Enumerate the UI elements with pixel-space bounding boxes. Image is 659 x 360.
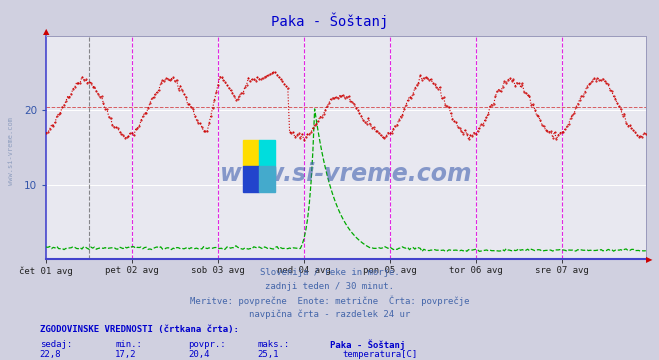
Bar bbox=[243, 140, 259, 166]
Text: ▶: ▶ bbox=[646, 255, 652, 264]
Text: ZGODOVINSKE VREDNOSTI (črtkana črta):: ZGODOVINSKE VREDNOSTI (črtkana črta): bbox=[40, 325, 239, 334]
Bar bbox=[243, 166, 259, 192]
Text: Slovenija / reke in morje.: Slovenija / reke in morje. bbox=[260, 268, 399, 277]
Text: sedaj:: sedaj: bbox=[40, 340, 72, 349]
Text: 22,8: 22,8 bbox=[40, 350, 61, 359]
Text: ▲: ▲ bbox=[43, 27, 49, 36]
Text: 25,1: 25,1 bbox=[257, 350, 279, 359]
Text: temperatura[C]: temperatura[C] bbox=[343, 350, 418, 359]
Text: Meritve: povprečne  Enote: metrične  Črta: povprečje: Meritve: povprečne Enote: metrične Črta:… bbox=[190, 296, 469, 306]
Text: www.si-vreme.com: www.si-vreme.com bbox=[8, 117, 14, 185]
Text: Paka - Šoštanj: Paka - Šoštanj bbox=[330, 340, 405, 350]
Text: www.si-vreme.com: www.si-vreme.com bbox=[219, 162, 473, 186]
Bar bbox=[259, 166, 275, 192]
Text: zadnji teden / 30 minut.: zadnji teden / 30 minut. bbox=[265, 282, 394, 291]
Text: povpr.:: povpr.: bbox=[188, 340, 225, 349]
Text: 20,4: 20,4 bbox=[188, 350, 210, 359]
Text: 17,2: 17,2 bbox=[115, 350, 137, 359]
Text: navpična črta - razdelek 24 ur: navpična črta - razdelek 24 ur bbox=[249, 309, 410, 319]
Bar bbox=[259, 140, 275, 166]
Text: maks.:: maks.: bbox=[257, 340, 289, 349]
Text: min.:: min.: bbox=[115, 340, 142, 349]
Text: Paka - Šoštanj: Paka - Šoštanj bbox=[271, 13, 388, 29]
